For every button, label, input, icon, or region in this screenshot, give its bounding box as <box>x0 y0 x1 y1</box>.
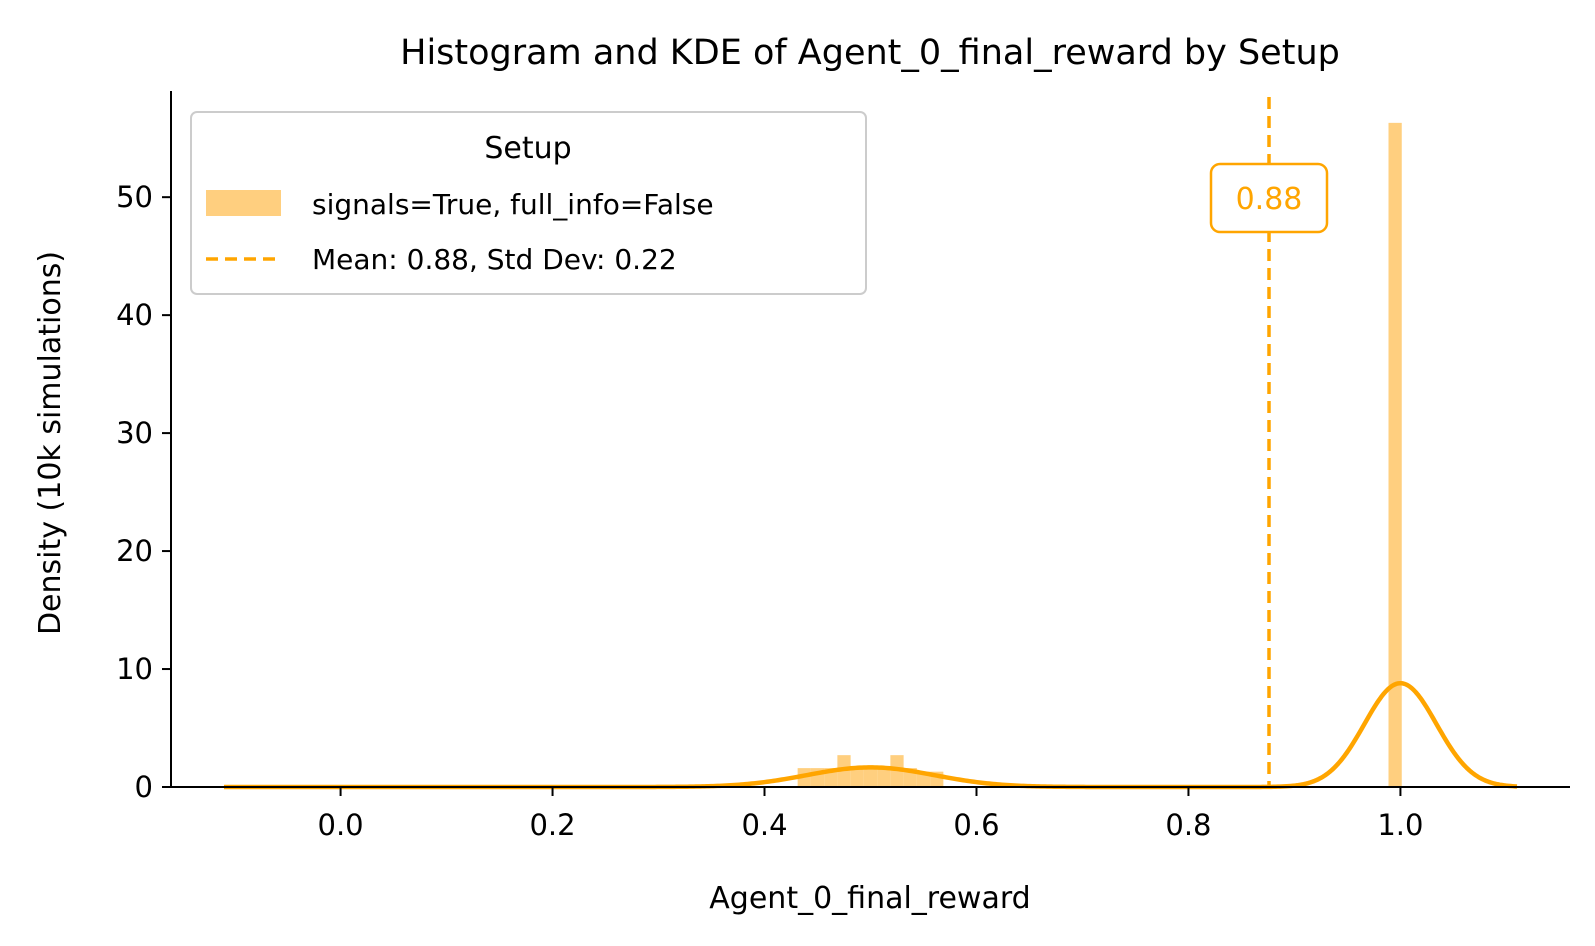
histogram-bar <box>850 768 864 787</box>
mean-layer: 0.88 <box>1209 97 1329 787</box>
y-tick-label: 40 <box>116 298 153 332</box>
x-tick-label: 1.0 <box>1377 808 1423 842</box>
mean-label-box <box>1209 162 1329 234</box>
y-tick-label: 30 <box>116 416 153 450</box>
y-tick-label: 10 <box>116 652 153 686</box>
histogram-bar <box>877 768 891 787</box>
x-tick-label: 0.4 <box>741 808 787 842</box>
x-tick-label: 0.0 <box>318 808 364 842</box>
legend-mean-label: Mean: 0.88, Std Dev: 0.22 <box>312 243 677 276</box>
y-axis-title: Density (10k simulations) <box>33 251 68 635</box>
legend-title: Setup <box>484 131 571 166</box>
x-tick-label: 0.2 <box>529 808 575 842</box>
y-ticks: 0 10 20 30 40 50 <box>116 180 171 804</box>
histogram-bar <box>863 768 878 787</box>
histogram-bar <box>1388 122 1402 788</box>
y-tick-label: 0 <box>135 770 153 804</box>
axes <box>170 91 1570 788</box>
mean-label: 0.88 <box>1236 182 1303 217</box>
x-axis-title: Agent_0_final_reward <box>709 881 1030 916</box>
y-tick-label: 50 <box>116 180 153 214</box>
x-tick-label: 0.8 <box>1165 808 1211 842</box>
x-tick-label: 0.6 <box>953 808 999 842</box>
y-tick-label: 20 <box>116 534 153 568</box>
legend-histogram-swatch <box>206 190 281 216</box>
chart-title: Histogram and KDE of Agent_0_final_rewar… <box>400 33 1340 73</box>
legend: Setup signals=True, full_info=False Mean… <box>190 111 867 295</box>
x-ticks: 0.0 0.2 0.4 0.6 0.8 1.0 <box>318 787 1423 842</box>
legend-histogram-label: signals=True, full_info=False <box>312 188 714 221</box>
legend-frame <box>190 111 867 295</box>
